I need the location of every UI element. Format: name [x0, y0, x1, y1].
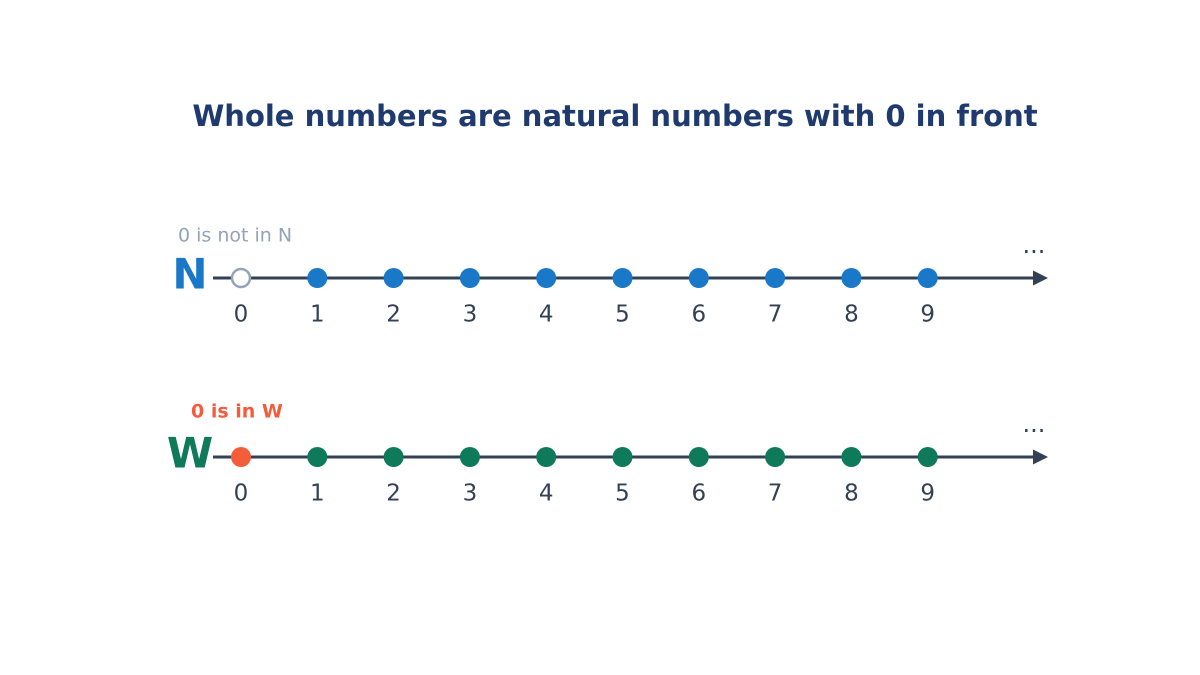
- tick-label: 2: [386, 302, 401, 328]
- tick-label: 7: [768, 481, 783, 507]
- number-dot: [917, 268, 938, 288]
- set-symbol: W: [167, 429, 213, 478]
- set-symbol: N: [172, 250, 207, 299]
- number-dot: [917, 447, 938, 467]
- tick-label: 3: [463, 481, 478, 507]
- note: 0 is in W: [191, 401, 283, 423]
- number-dot: [612, 447, 633, 467]
- number-dot: [765, 268, 786, 288]
- tick-label: 9: [920, 481, 935, 507]
- tick-label: 5: [615, 481, 630, 507]
- tick-label: 7: [768, 302, 783, 328]
- tick-label: 1: [310, 481, 325, 507]
- number-dot: [765, 447, 786, 467]
- number-dot: [688, 268, 709, 288]
- tick-label: 9: [920, 302, 935, 328]
- number-dot: [383, 447, 404, 467]
- number-dot: [307, 268, 328, 288]
- tick-label: 6: [691, 481, 706, 507]
- number-dot: [459, 447, 480, 467]
- number-dot: [536, 447, 557, 467]
- tick-label: 0: [234, 481, 249, 507]
- number-dot: [841, 447, 862, 467]
- tick-label: 5: [615, 302, 630, 328]
- number-dot: [841, 268, 862, 288]
- number-dot: [459, 268, 480, 288]
- tick-label: 0: [234, 302, 249, 328]
- tick-label: 2: [386, 481, 401, 507]
- tick-label: 8: [844, 302, 859, 328]
- number-dot: [307, 447, 328, 467]
- ellipsis: ...: [1023, 231, 1046, 259]
- number-dot: [612, 268, 633, 288]
- zero-dot: [230, 267, 252, 289]
- tick-label: 6: [691, 302, 706, 328]
- number-dot: [688, 447, 709, 467]
- number-dot: [536, 268, 557, 288]
- tick-label: 1: [310, 302, 325, 328]
- tick-label: 4: [539, 302, 554, 328]
- ellipsis: ...: [1023, 410, 1046, 438]
- title: Whole numbers are natural numbers with 0…: [192, 99, 1037, 133]
- zero-dot: [231, 447, 251, 467]
- number-dot: [383, 268, 404, 288]
- tick-label: 3: [463, 302, 478, 328]
- note: 0 is not in N: [178, 225, 292, 247]
- tick-label: 8: [844, 481, 859, 507]
- tick-label: 4: [539, 481, 554, 507]
